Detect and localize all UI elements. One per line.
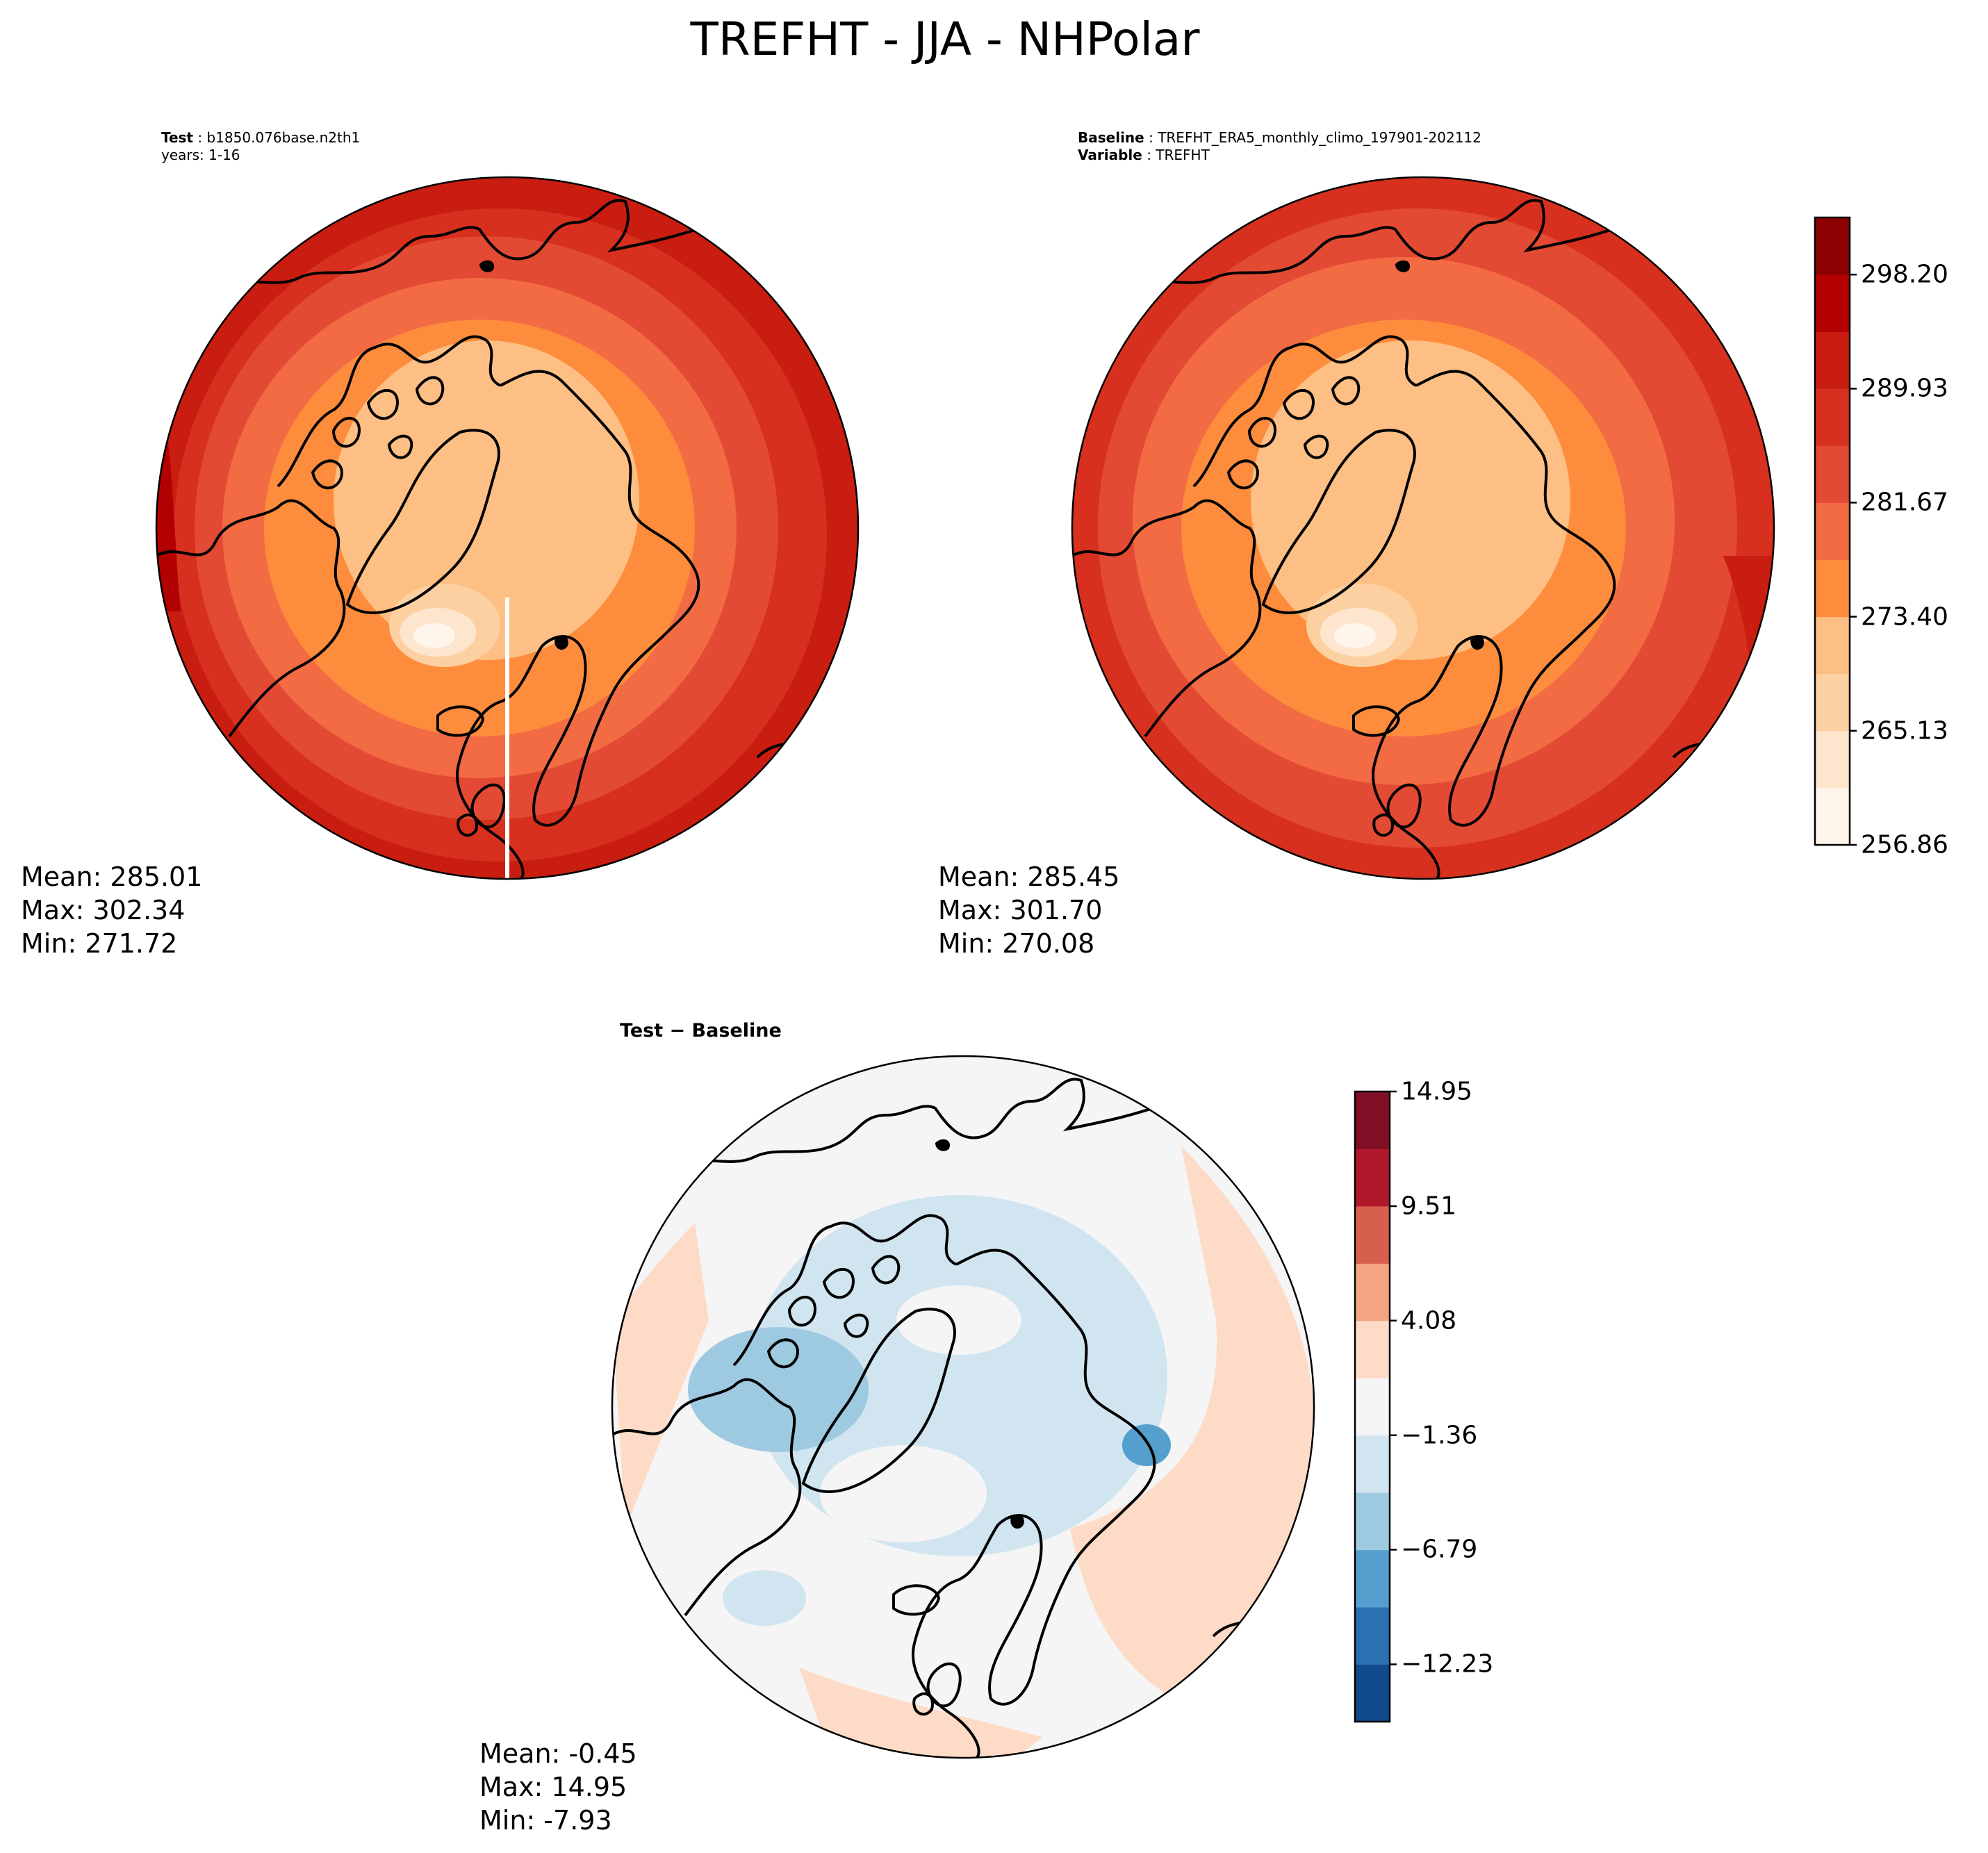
colorbar-main-segment — [1815, 616, 1850, 675]
colorbar-main-tick-label: 256.86 — [1861, 830, 1948, 859]
baseline-label: Baseline — [1078, 129, 1144, 146]
diff-neutral-greenland — [820, 1445, 987, 1542]
colorbar-diff-segment — [1355, 1492, 1390, 1551]
colorbar-diff-segment — [1355, 1205, 1390, 1264]
baseline-band-5 — [1251, 340, 1570, 660]
baseline-map-border — [1071, 176, 1775, 880]
diff-neutral-pole — [896, 1285, 1021, 1355]
baseline-mean: Mean: 285.45 — [938, 862, 1120, 892]
test-warm-edge-left — [156, 389, 181, 611]
test-mean: Mean: 285.01 — [21, 862, 203, 892]
colorbar-diff-segment — [1355, 1378, 1390, 1436]
test-seam — [505, 598, 509, 879]
diff-min: Min: -7.93 — [479, 1805, 612, 1836]
diff-warm-east — [1070, 1146, 1314, 1702]
colorbar-main-segment — [1815, 502, 1850, 561]
diff-title: Test − Baseline — [620, 1020, 782, 1041]
baseline-header: Baseline : TREFHT_ERA5_monthly_climo_197… — [1078, 129, 1481, 163]
diff-map — [612, 1056, 1314, 1758]
colorbar-main-segment — [1815, 331, 1850, 389]
diff-map-border — [611, 1055, 1315, 1759]
diff-stats: Mean: -0.45 Max: 14.95 Min: -7.93 — [479, 1737, 637, 1837]
test-label: Test — [161, 129, 194, 146]
diff-cool-canada — [688, 1327, 869, 1452]
colorbar-main-tick-label: 273.40 — [1861, 602, 1948, 632]
colorbar-diff-tick-label: −6.79 — [1401, 1535, 1478, 1564]
colorbar-main-segment — [1815, 445, 1850, 503]
baseline-stats: Mean: 285.45 Max: 301.70 Min: 270.08 — [938, 860, 1119, 960]
colorbar-diff-tick-label: 4.08 — [1401, 1306, 1457, 1335]
colorbar-diff-segment — [1355, 1320, 1390, 1378]
colorbar-diff-segment — [1355, 1664, 1390, 1722]
colorbar-diff-segment — [1355, 1148, 1390, 1207]
colorbar-diff-tick-label: −1.36 — [1401, 1421, 1478, 1450]
test-case-name: b1850.076base.n2th1 — [206, 129, 361, 146]
diff-cool-atlantic — [723, 1570, 806, 1626]
baseline-min: Min: 270.08 — [938, 928, 1095, 959]
test-greenland-3 — [413, 623, 455, 648]
colorbar-main-segment — [1815, 388, 1850, 446]
colorbar-main-segment — [1815, 274, 1850, 332]
colorbar-main-segment — [1815, 673, 1850, 732]
test-years: years: 1-16 — [161, 147, 240, 163]
baseline-case-name: TREFHT_ERA5_monthly_climo_197901-202112 — [1158, 129, 1481, 146]
colorbar-diff-segment — [1355, 1092, 1390, 1149]
diff-mean: Mean: -0.45 — [479, 1738, 637, 1769]
baseline-map — [1072, 177, 1774, 879]
colorbar-diff-segment — [1355, 1263, 1390, 1321]
variable-label: Variable — [1078, 147, 1142, 163]
test-stats: Mean: 285.01 Max: 302.34 Min: 271.72 — [21, 860, 202, 960]
colorbar-diff — [1354, 1090, 1397, 1723]
diff-max: Max: 14.95 — [479, 1772, 627, 1802]
colorbar-diff-tick-label: 14.95 — [1401, 1077, 1473, 1106]
test-map — [156, 177, 858, 879]
colorbar-main-tick-label: 281.67 — [1861, 488, 1948, 517]
test-max: Max: 302.34 — [21, 895, 186, 925]
colorbar-diff-segment — [1355, 1435, 1390, 1493]
colorbar-main-tick-label: 265.13 — [1861, 716, 1948, 746]
baseline-greenland-3 — [1334, 623, 1376, 648]
colorbar-main-segment — [1815, 217, 1850, 275]
colorbar-main-tick-label: 289.93 — [1861, 374, 1948, 403]
colorbar-main-segment — [1815, 559, 1850, 618]
colorbar-diff-border — [1354, 1090, 1391, 1723]
colorbar-main-segment — [1815, 730, 1850, 789]
test-min: Min: 271.72 — [21, 928, 178, 959]
colorbar-diff-segment — [1355, 1549, 1390, 1608]
colorbar-diff-tick-label: −12.23 — [1401, 1649, 1494, 1679]
variable-name: TREFHT — [1156, 147, 1210, 163]
colorbar-diff-segment — [1355, 1607, 1390, 1665]
baseline-max: Max: 301.70 — [938, 895, 1103, 925]
diff-warm-west — [612, 1223, 709, 1529]
colorbar-main — [1814, 216, 1857, 846]
colorbar-main-tick-label: 298.20 — [1861, 260, 1948, 289]
test-header: Test : b1850.076base.n2th1 years: 1-16 — [161, 129, 361, 163]
test-map-border — [155, 176, 860, 880]
diff-warm-south — [799, 1667, 1042, 1758]
diff-cool-siberia — [1122, 1424, 1171, 1466]
colorbar-main-border — [1814, 216, 1851, 846]
figure-title: TREFHT - JJA - NHPolar — [690, 13, 1200, 66]
colorbar-main-segment — [1815, 787, 1850, 846]
colorbar-diff-tick-label: 9.51 — [1401, 1192, 1457, 1221]
